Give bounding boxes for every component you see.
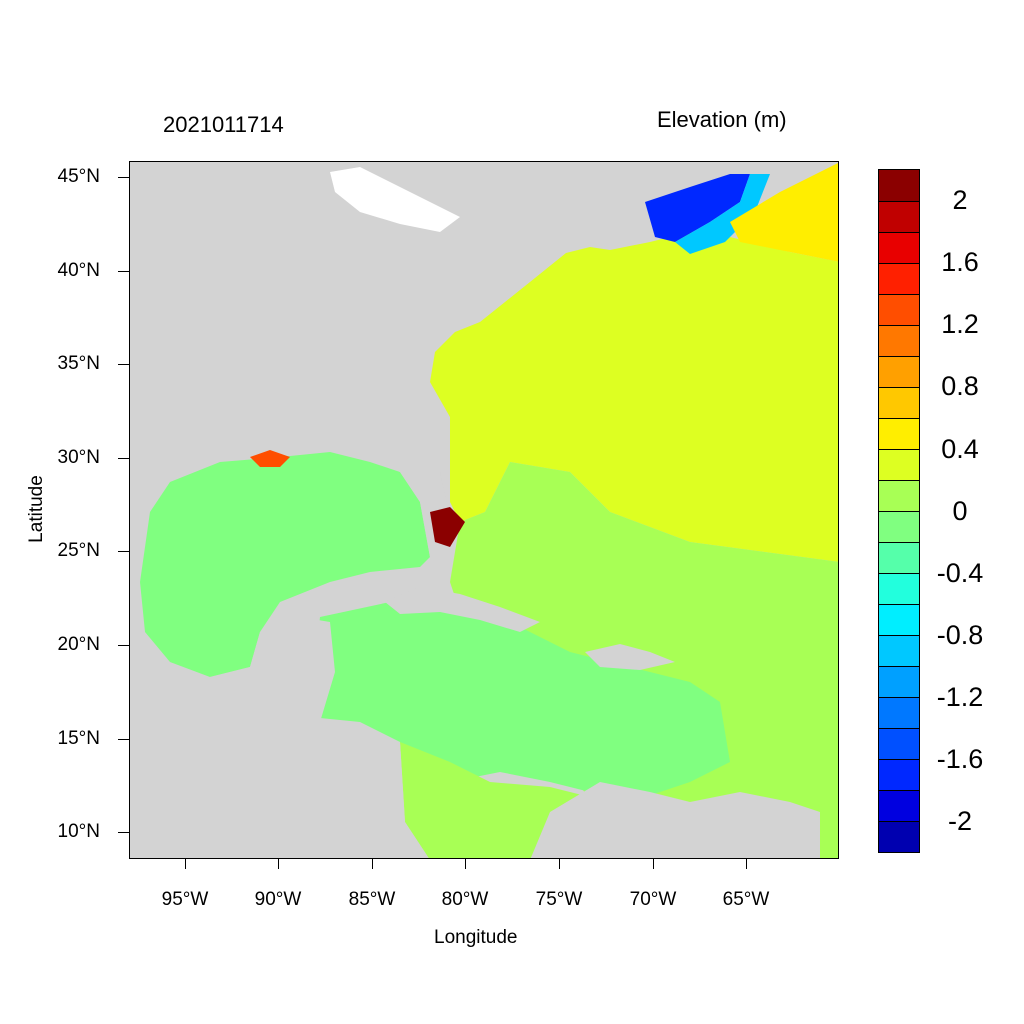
lon-tick-mark <box>746 859 747 869</box>
y-axis-title: Latitude <box>25 475 47 543</box>
florida-surge <box>430 507 465 547</box>
lat-tick-label: 25°N <box>57 540 100 561</box>
lon-tick-mark <box>559 859 560 869</box>
colorbar-label: -0.8 <box>936 620 984 650</box>
lat-tick-mark <box>118 551 129 552</box>
colorbar-cell <box>879 449 919 480</box>
lat-tick-label: 20°N <box>57 634 100 655</box>
lon-tick-label: 85°W <box>348 889 396 910</box>
colorbar-cell <box>879 263 919 294</box>
colorbar-cell <box>879 573 919 604</box>
lon-tick-label: 70°W <box>629 889 677 910</box>
central-america-land <box>130 722 429 858</box>
lat-tick-mark <box>118 271 129 272</box>
colorbar-label: 2 <box>952 185 968 215</box>
lat-tick-mark <box>118 364 129 365</box>
lat-tick-mark <box>118 832 129 833</box>
lat-tick-label: 40°N <box>57 260 100 281</box>
colorbar-label: 1.2 <box>941 309 979 339</box>
gulf-of-maine-edge <box>675 174 770 254</box>
colorbar-label: -1.2 <box>936 682 984 712</box>
colorbar-cell <box>879 201 919 232</box>
lon-tick-mark <box>465 859 466 869</box>
colorbar-cell <box>879 294 919 325</box>
lon-tick-label: 95°W <box>161 889 209 910</box>
hispaniola-land <box>585 644 675 670</box>
colorbar-cell <box>879 821 919 852</box>
lat-tick-label: 15°N <box>57 728 100 749</box>
lat-tick-mark <box>118 177 129 178</box>
lat-tick-mark <box>118 645 129 646</box>
colorbar-cell <box>879 697 919 728</box>
gulf-of-maine-low <box>645 174 750 242</box>
colorbar-cell <box>879 325 919 356</box>
lon-tick-mark <box>653 859 654 869</box>
lat-tick-label: 10°N <box>57 821 100 842</box>
colorbar-cell <box>879 170 919 201</box>
colorbar-cell <box>879 635 919 666</box>
map-plot-area <box>129 161 839 859</box>
colorbar-cell <box>879 728 919 759</box>
elevation-map <box>130 162 838 858</box>
colorbar-cell <box>879 232 919 263</box>
colorbar-cell <box>879 480 919 511</box>
colorbar-label: -2 <box>947 806 972 836</box>
colorbar-label: 1.6 <box>941 247 979 277</box>
timestamp-title: 2021011714 <box>163 112 284 137</box>
atlantic-region <box>430 232 838 562</box>
lon-tick-mark <box>278 859 279 869</box>
colorbar-label: -0.4 <box>936 558 984 588</box>
colorbar-cell <box>879 356 919 387</box>
lat-tick-mark <box>118 739 129 740</box>
lon-tick-label: 75°W <box>535 889 583 910</box>
gulf-region <box>140 452 430 677</box>
louisiana-surge <box>250 450 290 467</box>
colorbar-cell <box>879 759 919 790</box>
colorbar-cell <box>879 387 919 418</box>
colorbar-label: 0.8 <box>941 371 979 401</box>
lat-tick-mark <box>118 458 129 459</box>
yucatan-land <box>130 617 335 722</box>
lat-tick-label: 30°N <box>57 447 100 468</box>
colorbar-cell <box>879 542 919 573</box>
lat-tick-label: 35°N <box>57 353 100 374</box>
field-title: Elevation (m) <box>657 107 787 132</box>
colorbar-cell <box>879 604 919 635</box>
south-america-land <box>530 782 820 858</box>
great-lakes <box>330 167 460 232</box>
colorbar-cell <box>879 790 919 821</box>
colorbar-label: 0 <box>952 496 968 526</box>
colorbar-cell <box>879 666 919 697</box>
colorbar-label: 0.4 <box>941 434 979 464</box>
colorbar <box>878 169 920 853</box>
lon-tick-mark <box>372 859 373 869</box>
lon-tick-label: 80°W <box>441 889 489 910</box>
colorbar-label: -1.6 <box>936 744 984 774</box>
lon-tick-label: 90°W <box>254 889 302 910</box>
x-axis-title: Longitude <box>434 927 518 948</box>
nova-scotia-high <box>730 163 838 262</box>
lon-tick-label: 65°W <box>722 889 770 910</box>
colorbar-cell <box>879 511 919 542</box>
colorbar-cell <box>879 418 919 449</box>
cuba-land <box>385 587 540 632</box>
lon-tick-mark <box>185 859 186 869</box>
lat-tick-label: 45°N <box>57 166 100 187</box>
